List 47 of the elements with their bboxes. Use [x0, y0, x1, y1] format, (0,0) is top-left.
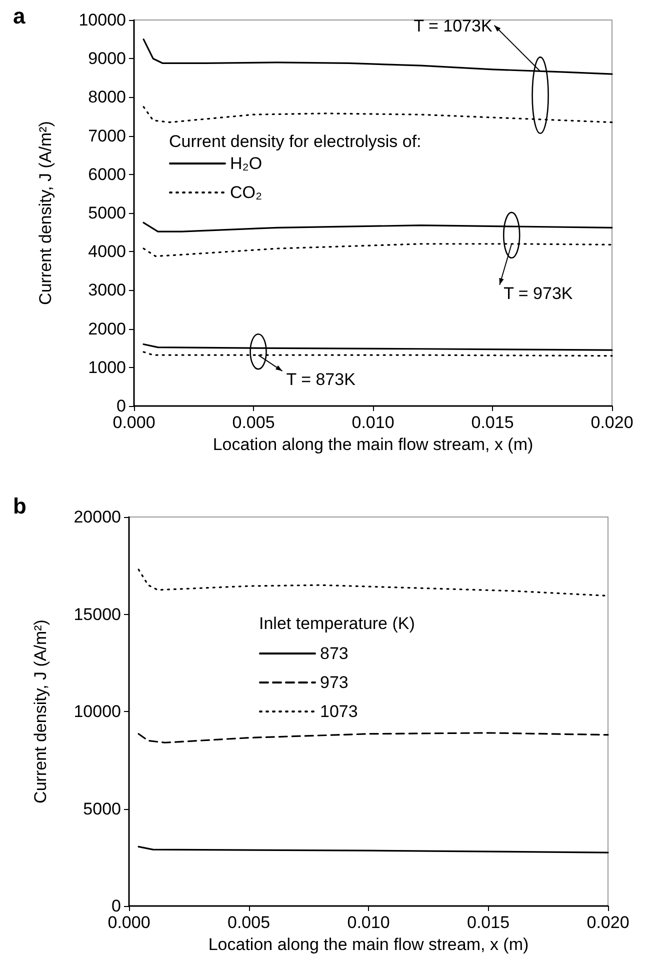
x-tick-label: 0.010	[352, 413, 394, 432]
y-tick-label: 5000	[83, 799, 121, 818]
line-series	[142, 243, 613, 258]
y-tick-label: 9000	[88, 49, 126, 68]
line-series	[138, 732, 609, 744]
x-tick-label: 0.000	[112, 413, 156, 432]
y-tick-label: 10000	[74, 702, 121, 721]
legend-label: H₂O	[230, 154, 262, 173]
y-tick-label: 20000	[74, 508, 121, 526]
x-tick-label: 0.015	[466, 913, 510, 932]
x-axis-title: Location along the main flow stream, x (m)	[208, 935, 529, 954]
y-axis-title: Current density, J (A/m²)	[36, 121, 55, 305]
y-tick-label: 10000	[78, 10, 126, 30]
legend-label: 1073	[320, 702, 358, 721]
line-series	[142, 106, 613, 124]
chart-title: a	[13, 4, 26, 28]
y-tick-label: 7000	[88, 126, 126, 146]
y-tick-label: 5000	[88, 204, 126, 222]
x-tick-label: 0.020	[590, 413, 634, 432]
line-series	[142, 38, 613, 75]
y-tick-label: 1000	[88, 358, 126, 377]
legend-title: Current density for electrolysis of:	[169, 132, 422, 151]
y-tick-label: 6000	[88, 164, 126, 184]
legend-label: 873	[320, 644, 348, 663]
x-tick-label: 0.005	[232, 413, 275, 432]
y-tick-label: 3000	[88, 280, 126, 300]
legend-label: 973	[320, 673, 348, 692]
x-tick-label: 0.010	[347, 913, 390, 932]
x-axis-title: Location along the main flow stream, x (m)	[212, 435, 534, 454]
y-tick-label: 2000	[88, 319, 126, 338]
y-tick-label: 0	[112, 896, 121, 916]
annotation: T = 973K	[504, 284, 574, 303]
x-tick-label: 0.000	[108, 913, 150, 932]
legend-title: Inlet temperature (K)	[259, 614, 415, 633]
y-tick-label: 4000	[88, 242, 126, 262]
y-axis-title: Current density, J (A/m²)	[31, 620, 50, 804]
y-tick-label: 15000	[74, 604, 121, 624]
annotation: T = 1073K	[414, 16, 493, 36]
chart-title: b	[13, 494, 26, 518]
line-series	[142, 222, 613, 232]
annotation: T = 873K	[286, 370, 356, 390]
x-tick-label: 0.015	[471, 413, 514, 432]
x-tick-label: 0.020	[586, 913, 630, 932]
y-tick-label: 0	[116, 396, 126, 416]
y-tick-label: 8000	[88, 88, 126, 107]
legend-label: CO₂	[230, 183, 262, 202]
x-tick-label: 0.005	[227, 913, 270, 932]
